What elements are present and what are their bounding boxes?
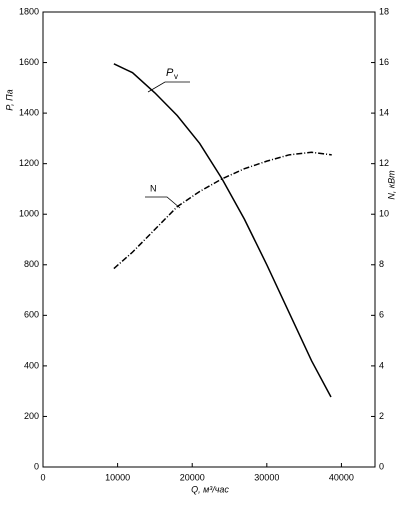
- y-tick-label: 400: [24, 360, 39, 370]
- y-tick-label: 0: [34, 461, 39, 471]
- y-tick-label: 200: [24, 411, 39, 421]
- annotation-sub: v: [174, 72, 178, 81]
- line: [113, 151, 332, 270]
- annotation: P: [166, 67, 174, 79]
- y-tick-label: 1000: [19, 209, 39, 219]
- y2-tick-label: 14: [379, 107, 389, 117]
- x-tick-label: 30000: [254, 472, 279, 482]
- x-tick-label: 10000: [105, 472, 130, 482]
- y-tick-label: 1200: [19, 158, 39, 168]
- y2-tick-label: 0: [379, 461, 384, 471]
- y2-tick-label: 6: [379, 310, 384, 320]
- x-axis-label: Q, м³/час: [191, 484, 229, 494]
- y2-tick-label: 4: [379, 360, 384, 370]
- leader-line: [147, 81, 190, 93]
- y-tick-label: 600: [24, 310, 39, 320]
- y2-tick-label: 8: [379, 259, 384, 269]
- leader-line: [145, 196, 181, 209]
- y-tick-label: 800: [24, 259, 39, 269]
- y2-tick-label: 10: [379, 209, 389, 219]
- x-tick-label: 20000: [180, 472, 205, 482]
- y2-tick-label: 12: [379, 158, 389, 168]
- y2-tick-label: 2: [379, 411, 384, 421]
- y2-tick-label: 18: [379, 6, 389, 16]
- line: [113, 63, 332, 398]
- y-tick-label: 1400: [19, 107, 39, 117]
- plot-frame: [42, 11, 376, 468]
- annotation: N: [150, 183, 157, 193]
- y-tick-label: 1600: [19, 57, 39, 67]
- y2-tick-label: 16: [379, 57, 389, 67]
- y-tick-label: 1800: [19, 6, 39, 16]
- x-tick-label: 40000: [329, 472, 354, 482]
- x-tick-label: 0: [40, 472, 45, 482]
- y2-axis-label: N, кВт: [386, 170, 396, 200]
- y-axis-label: P, Па: [4, 89, 14, 110]
